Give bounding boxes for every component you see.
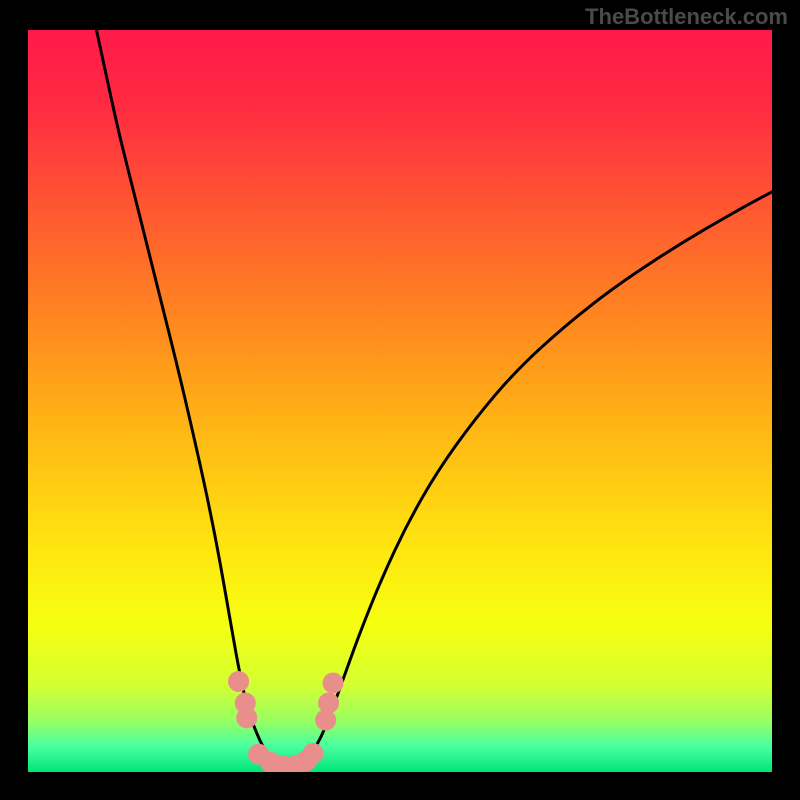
bottleneck-curve xyxy=(96,30,772,766)
marker-point xyxy=(237,708,257,728)
watermark-text: TheBottleneck.com xyxy=(585,4,788,30)
chart-svg xyxy=(28,30,772,772)
chart-container: TheBottleneck.com xyxy=(0,0,800,800)
marker-point xyxy=(319,693,339,713)
marker-point xyxy=(303,743,323,763)
marker-point xyxy=(316,710,336,730)
plot-area xyxy=(28,30,772,772)
marker-point xyxy=(229,671,249,691)
marker-point xyxy=(323,673,343,693)
